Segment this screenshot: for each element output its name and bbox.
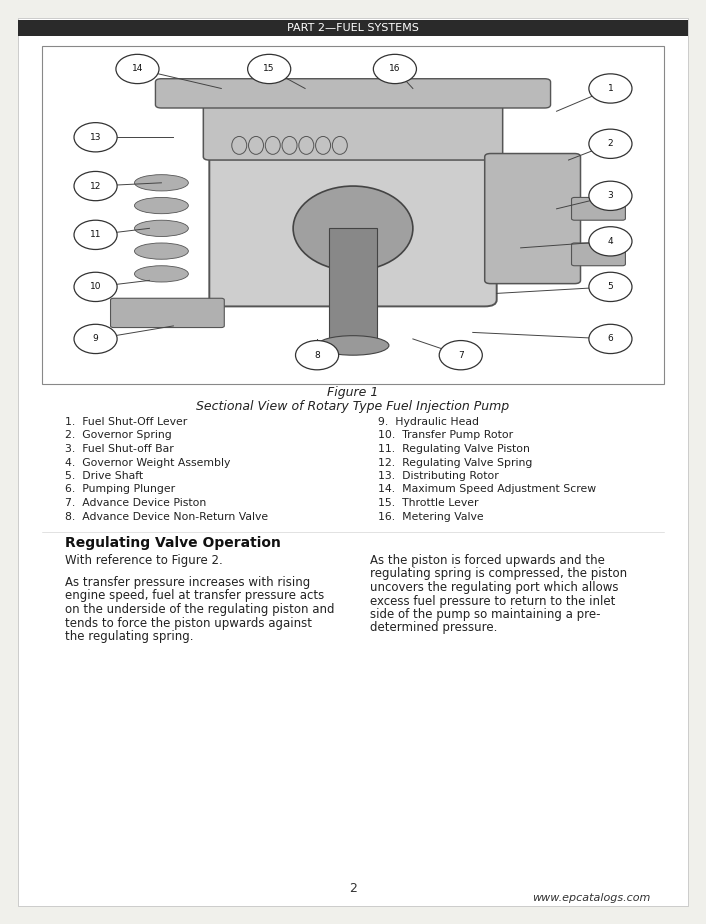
Text: 1: 1 — [608, 84, 614, 93]
Text: 3: 3 — [608, 191, 614, 201]
Ellipse shape — [296, 341, 339, 370]
Ellipse shape — [589, 129, 632, 158]
Text: 1.  Fuel Shut-Off Lever: 1. Fuel Shut-Off Lever — [65, 417, 187, 427]
Ellipse shape — [373, 55, 417, 83]
Ellipse shape — [74, 273, 117, 301]
Ellipse shape — [589, 324, 632, 354]
Ellipse shape — [134, 266, 189, 282]
Ellipse shape — [439, 341, 482, 370]
Text: 5.  Drive Shaft: 5. Drive Shaft — [65, 471, 143, 481]
FancyBboxPatch shape — [572, 243, 626, 266]
Text: 7.  Advance Device Piston: 7. Advance Device Piston — [65, 498, 206, 508]
Text: 7: 7 — [458, 351, 464, 359]
FancyBboxPatch shape — [42, 46, 664, 384]
Ellipse shape — [74, 172, 117, 201]
Text: regulating spring is compressed, the piston: regulating spring is compressed, the pis… — [370, 567, 627, 580]
Ellipse shape — [74, 220, 117, 249]
Ellipse shape — [74, 324, 117, 354]
Text: 5: 5 — [608, 283, 614, 291]
Text: on the underside of the regulating piston and: on the underside of the regulating pisto… — [65, 603, 335, 616]
Text: 2.  Governor Spring: 2. Governor Spring — [65, 431, 172, 441]
Ellipse shape — [74, 123, 117, 152]
Text: 14: 14 — [132, 65, 143, 74]
FancyBboxPatch shape — [203, 89, 503, 160]
Text: uncovers the regulating port which allows: uncovers the regulating port which allow… — [370, 581, 618, 594]
Ellipse shape — [293, 186, 413, 271]
Text: engine speed, fuel at transfer pressure acts: engine speed, fuel at transfer pressure … — [65, 590, 324, 602]
Text: 4.  Governor Weight Assembly: 4. Governor Weight Assembly — [65, 457, 230, 468]
Text: 3.  Fuel Shut-off Bar: 3. Fuel Shut-off Bar — [65, 444, 174, 454]
Text: 8.  Advance Device Non-Return Valve: 8. Advance Device Non-Return Valve — [65, 512, 268, 521]
Text: 13: 13 — [90, 133, 102, 141]
FancyBboxPatch shape — [18, 18, 688, 906]
Text: side of the pump so maintaining a pre-: side of the pump so maintaining a pre- — [370, 608, 601, 621]
Text: Figure 1: Figure 1 — [328, 386, 378, 399]
Text: tends to force the piston upwards against: tends to force the piston upwards agains… — [65, 616, 312, 629]
Ellipse shape — [589, 181, 632, 211]
Text: www.epcatalogs.com: www.epcatalogs.com — [532, 893, 650, 903]
Text: Sectional View of Rotary Type Fuel Injection Pump: Sectional View of Rotary Type Fuel Injec… — [196, 400, 510, 413]
FancyBboxPatch shape — [111, 298, 225, 327]
FancyBboxPatch shape — [572, 198, 626, 220]
Bar — [18, 20, 688, 36]
Text: 2: 2 — [349, 881, 357, 894]
Ellipse shape — [134, 175, 189, 191]
Text: 16: 16 — [389, 65, 401, 74]
Ellipse shape — [589, 226, 632, 256]
Text: As the piston is forced upwards and the: As the piston is forced upwards and the — [370, 554, 605, 567]
Bar — [329, 228, 377, 346]
FancyBboxPatch shape — [485, 153, 580, 284]
Text: 9: 9 — [92, 334, 98, 344]
Ellipse shape — [134, 198, 189, 213]
Text: 14.  Maximum Speed Adjustment Screw: 14. Maximum Speed Adjustment Screw — [378, 484, 596, 494]
Text: 8: 8 — [314, 351, 320, 359]
Text: the regulating spring.: the regulating spring. — [65, 630, 193, 643]
Ellipse shape — [134, 243, 189, 260]
Ellipse shape — [116, 55, 159, 83]
Text: 11.  Regulating Valve Piston: 11. Regulating Valve Piston — [378, 444, 530, 454]
Text: 12: 12 — [90, 181, 101, 190]
Text: 2: 2 — [608, 140, 614, 148]
Ellipse shape — [589, 74, 632, 103]
Text: As transfer pressure increases with rising: As transfer pressure increases with risi… — [65, 576, 310, 589]
Text: 4: 4 — [608, 237, 614, 246]
Text: 15.  Throttle Lever: 15. Throttle Lever — [378, 498, 479, 508]
Text: With reference to Figure 2.: With reference to Figure 2. — [65, 554, 223, 567]
Text: 9.  Hydraulic Head: 9. Hydraulic Head — [378, 417, 479, 427]
Ellipse shape — [317, 335, 389, 355]
Text: 15: 15 — [263, 65, 275, 74]
Text: 11: 11 — [90, 230, 102, 239]
Text: determined pressure.: determined pressure. — [370, 622, 497, 635]
Text: excess fuel pressure to return to the inlet: excess fuel pressure to return to the in… — [370, 594, 616, 607]
Text: 13.  Distributing Rotor: 13. Distributing Rotor — [378, 471, 498, 481]
Text: 6.  Pumping Plunger: 6. Pumping Plunger — [65, 484, 175, 494]
Text: PART 2—FUEL SYSTEMS: PART 2—FUEL SYSTEMS — [287, 23, 419, 33]
Text: 10.  Transfer Pump Rotor: 10. Transfer Pump Rotor — [378, 431, 513, 441]
Ellipse shape — [248, 55, 291, 83]
Text: 6: 6 — [608, 334, 614, 344]
Ellipse shape — [134, 220, 189, 237]
Text: 10: 10 — [90, 283, 102, 291]
Ellipse shape — [589, 273, 632, 301]
Text: 12.  Regulating Valve Spring: 12. Regulating Valve Spring — [378, 457, 532, 468]
FancyBboxPatch shape — [209, 124, 497, 307]
FancyBboxPatch shape — [155, 79, 551, 108]
Text: Regulating Valve Operation: Regulating Valve Operation — [65, 536, 281, 550]
Text: 16.  Metering Valve: 16. Metering Valve — [378, 512, 484, 521]
